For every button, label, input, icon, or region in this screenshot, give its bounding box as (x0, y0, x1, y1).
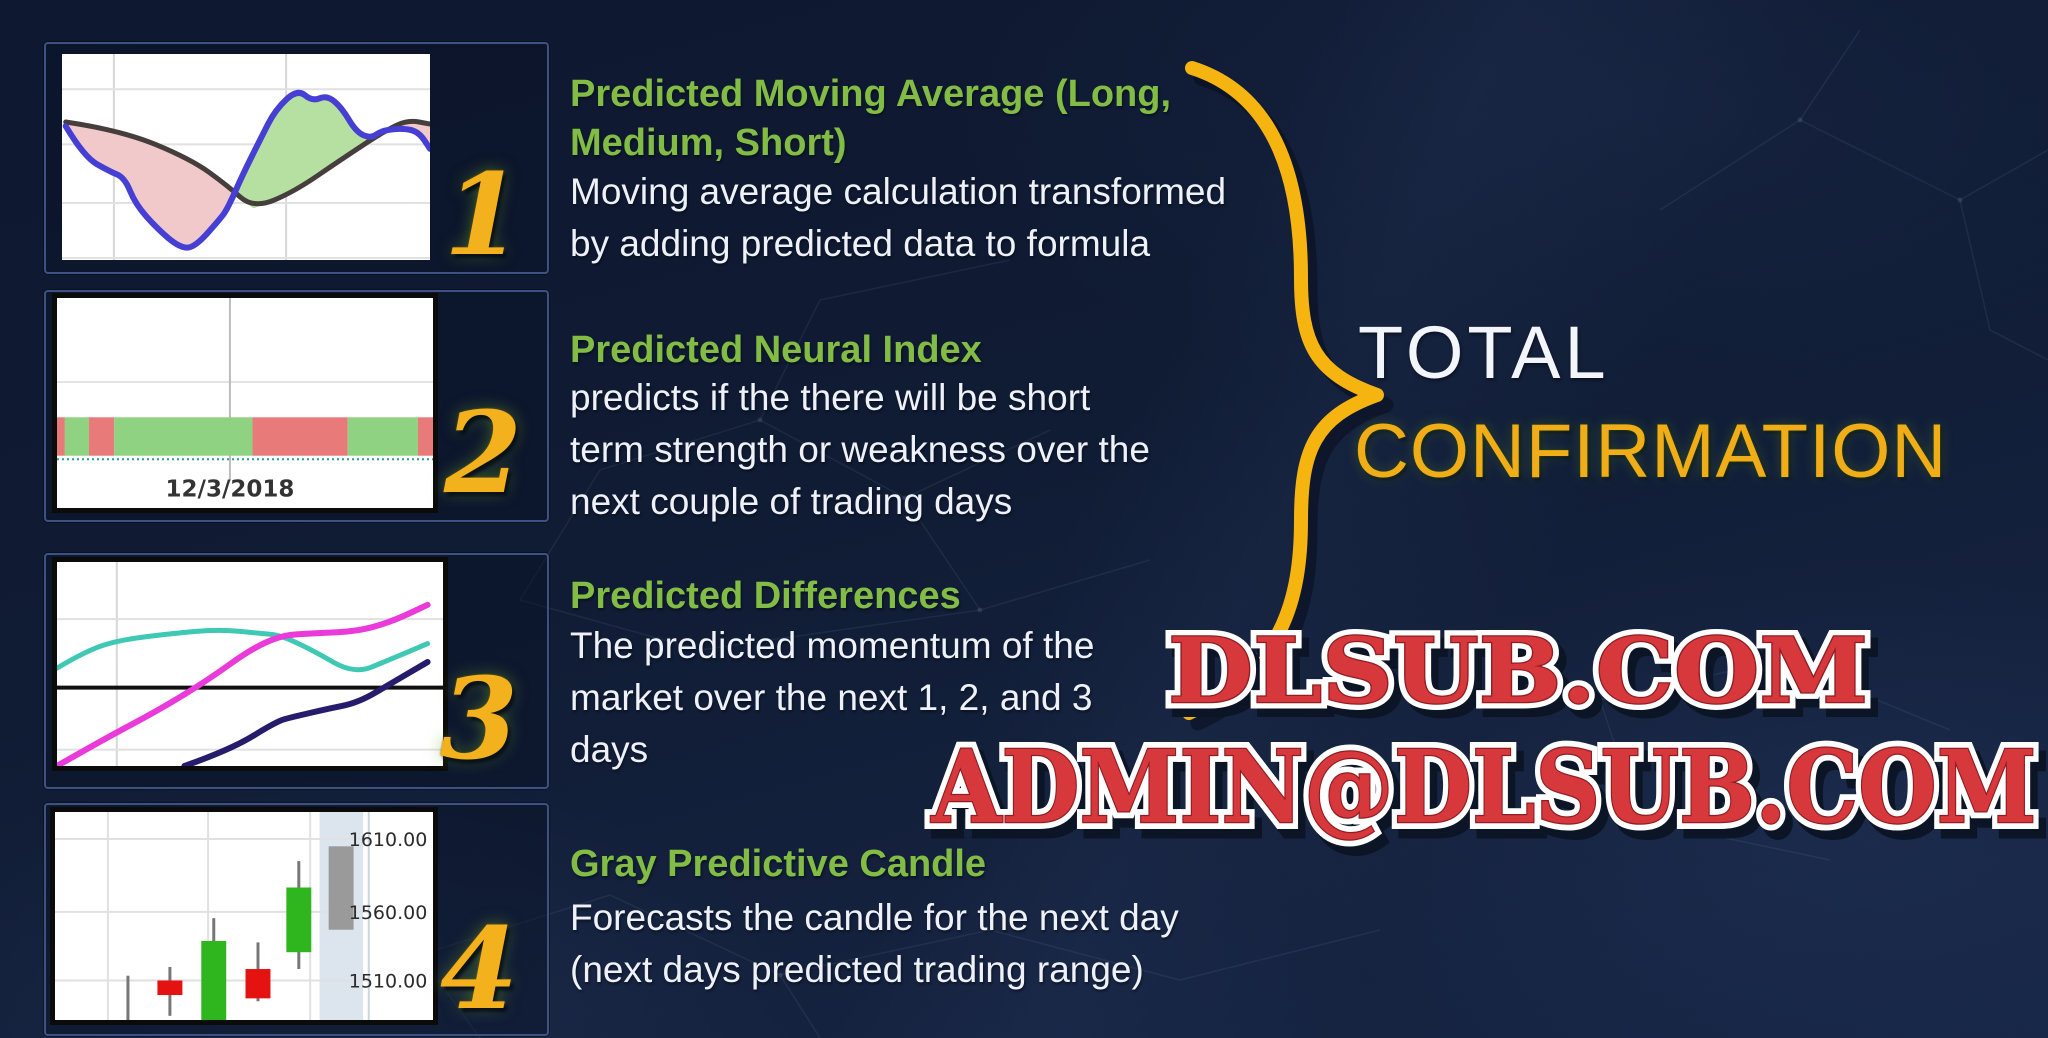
feature-4-title: Gray Predictive Candle (570, 843, 987, 885)
site-watermark-outline: DLSUB.COM (1168, 618, 1868, 724)
email-watermark-outline: ADMIN@DLSUB.COM (931, 728, 2037, 846)
svg-text:12/3/2018: 12/3/2018 (166, 476, 295, 502)
svg-text:1560.00: 1560.00 (349, 902, 428, 924)
svg-text:1510.00: 1510.00 (349, 970, 428, 992)
site-watermark: DLSUB.COM DLSUB.COM DLSUB.COM (1162, 612, 1883, 729)
email-watermark-text: ADMIN@DLSUB.COM (931, 728, 2037, 846)
site-watermark-shadow: DLSUB.COM (1175, 626, 1875, 728)
feature-3-title: Predicted Differences (570, 575, 961, 617)
feature-4-number: 4 (440, 904, 518, 1035)
feature-1-number: 1 (444, 150, 522, 281)
gray-predictive-candle-chart: 1610.00 1560.00 1510.00 (50, 807, 438, 1025)
predicted-moving-average-svg (62, 54, 430, 260)
feature-3-number: 3 (440, 654, 518, 785)
predicted-neural-index-chart: 12/3/2018 (52, 293, 438, 513)
feature-3-description: The predicted momentum of the market ove… (570, 625, 1095, 770)
predicted-differences-chart (52, 557, 448, 771)
feature-4-description: Forecasts the candle for the next day (n… (570, 897, 1179, 990)
confirmation-label: CONFIRMATION (1354, 409, 1948, 494)
site-watermark-text: DLSUB.COM (1168, 618, 1868, 724)
email-watermark-shadow: ADMIN@DLSUB.COM (938, 737, 2044, 855)
predicted-neural-index-svg: 12/3/2018 (57, 298, 433, 502)
feature-2-number: 2 (444, 388, 522, 519)
feature-1-title: Predicted Moving Average (Long, Medium, … (570, 73, 1172, 164)
gray-predictive-candle-svg: 1610.00 1560.00 1510.00 (55, 812, 428, 1020)
svg-text:1610.00: 1610.00 (349, 829, 428, 851)
feature-2-description: predicts if the there will be short term… (570, 377, 1150, 522)
feature-1-description: Moving average calculation transformed b… (570, 171, 1227, 264)
total-label: TOTAL (1358, 311, 1610, 394)
predicted-moving-average-chart (62, 54, 430, 260)
email-watermark: ADMIN@DLSUB.COM ADMIN@DLSUB.COM ADMIN@DL… (924, 722, 2048, 857)
predicted-differences-svg (57, 562, 443, 766)
feature-2-title: Predicted Neural Index (570, 329, 982, 371)
